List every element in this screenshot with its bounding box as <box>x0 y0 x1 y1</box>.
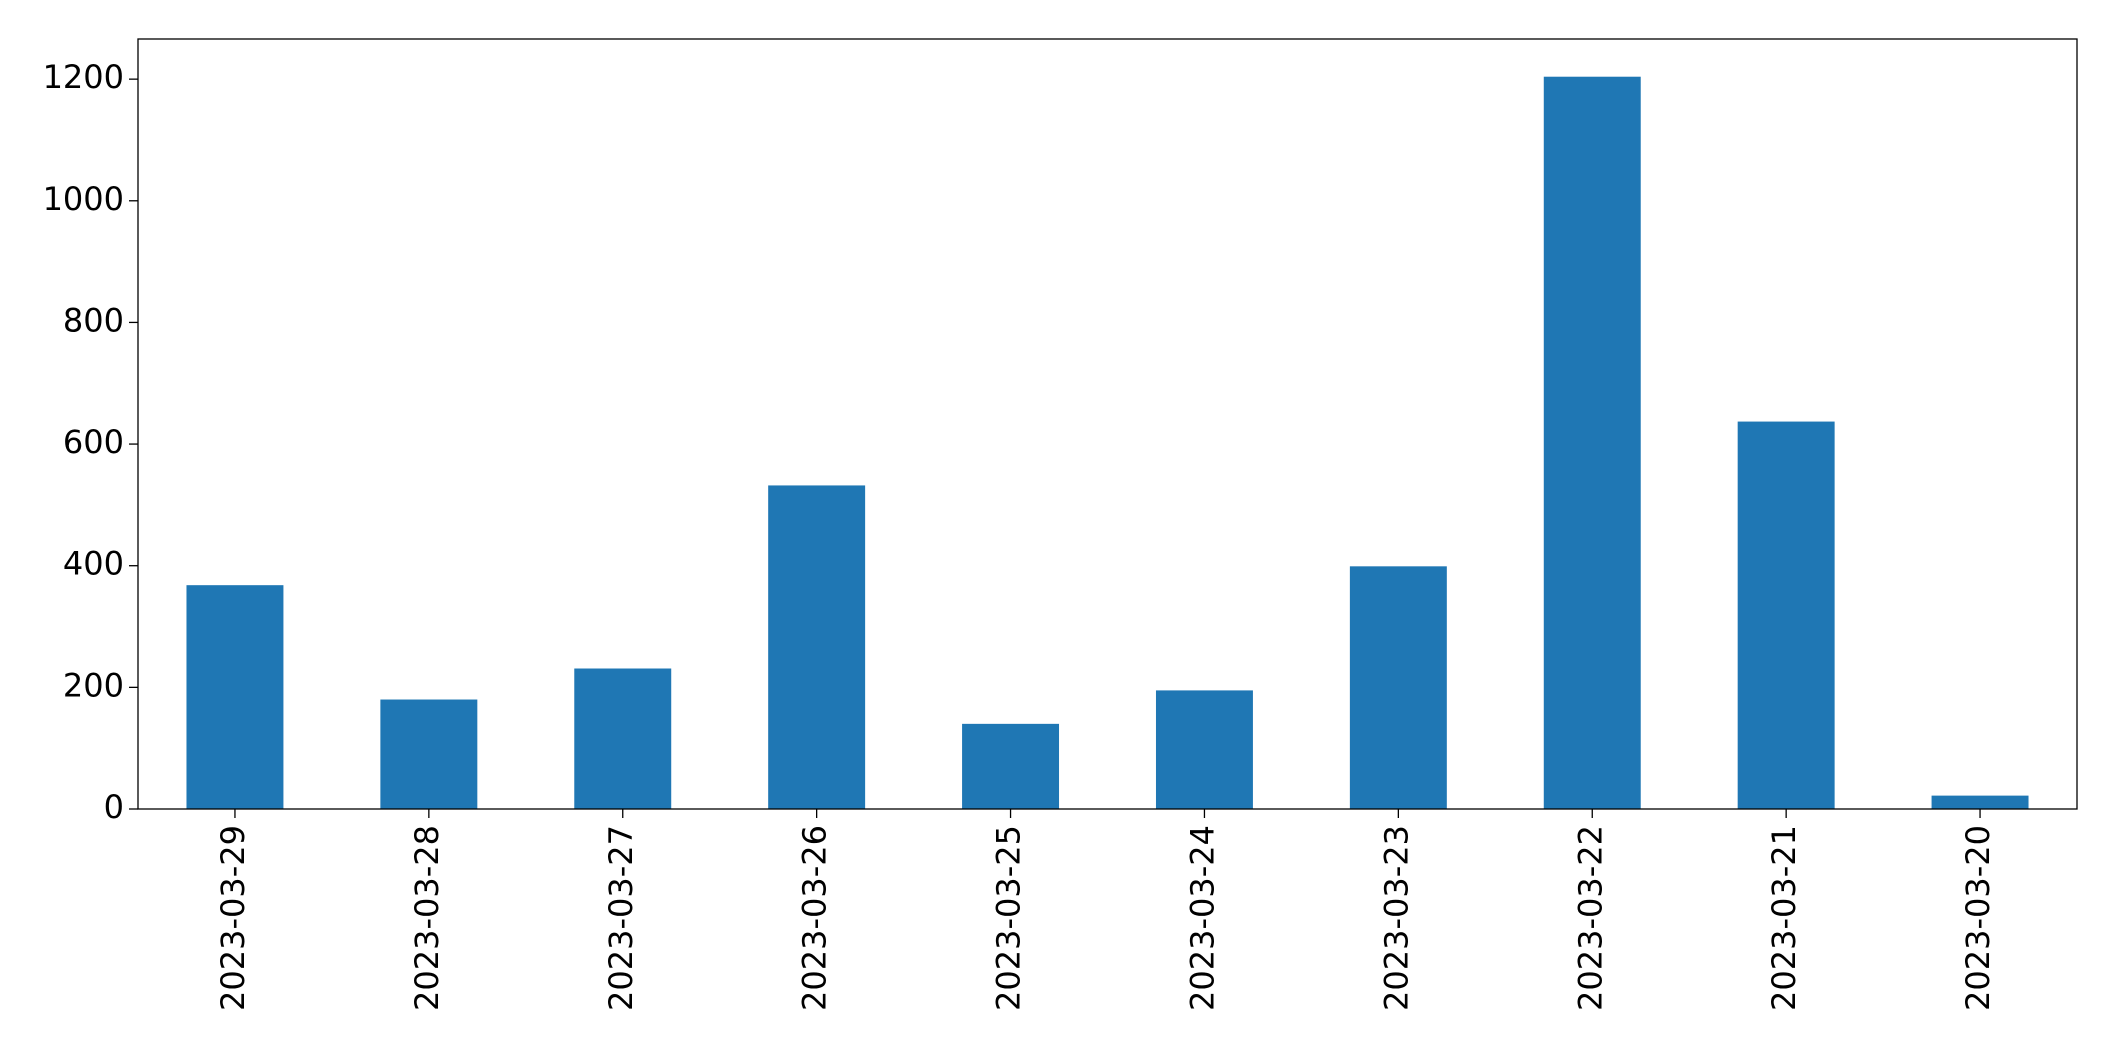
x-tick-label: 2023-03-28 <box>408 825 446 1011</box>
y-tick-label: 1000 <box>43 180 124 218</box>
bar <box>380 699 478 809</box>
x-tick-label: 2023-03-27 <box>602 825 640 1011</box>
x-tick-label: 2023-03-24 <box>1183 825 1221 1011</box>
bar <box>1543 76 1641 809</box>
x-tick-label: 2023-03-26 <box>796 825 834 1011</box>
y-tick-label: 600 <box>63 423 124 461</box>
x-tick-label: 2023-03-22 <box>1571 825 1609 1011</box>
y-tick-label: 200 <box>63 666 124 704</box>
bar <box>962 723 1060 809</box>
x-tick-label: 2023-03-20 <box>1959 825 1997 1011</box>
y-tick-label: 1200 <box>43 58 124 96</box>
x-tick-label: 2023-03-25 <box>990 825 1028 1011</box>
y-tick-label: 0 <box>104 788 124 826</box>
bar <box>1155 690 1253 809</box>
bar <box>574 668 672 809</box>
x-tick-label: 2023-03-21 <box>1765 825 1803 1011</box>
plot-frame <box>137 38 2078 810</box>
bar <box>1931 795 2029 809</box>
x-tick-label: 2023-03-29 <box>214 825 252 1011</box>
bar <box>1737 421 1835 809</box>
bar <box>186 585 284 809</box>
y-tick-label: 400 <box>63 545 124 583</box>
bar <box>1349 566 1447 809</box>
bar <box>768 485 866 809</box>
y-tick-label: 800 <box>63 301 124 339</box>
x-tick-label: 2023-03-23 <box>1377 825 1415 1011</box>
